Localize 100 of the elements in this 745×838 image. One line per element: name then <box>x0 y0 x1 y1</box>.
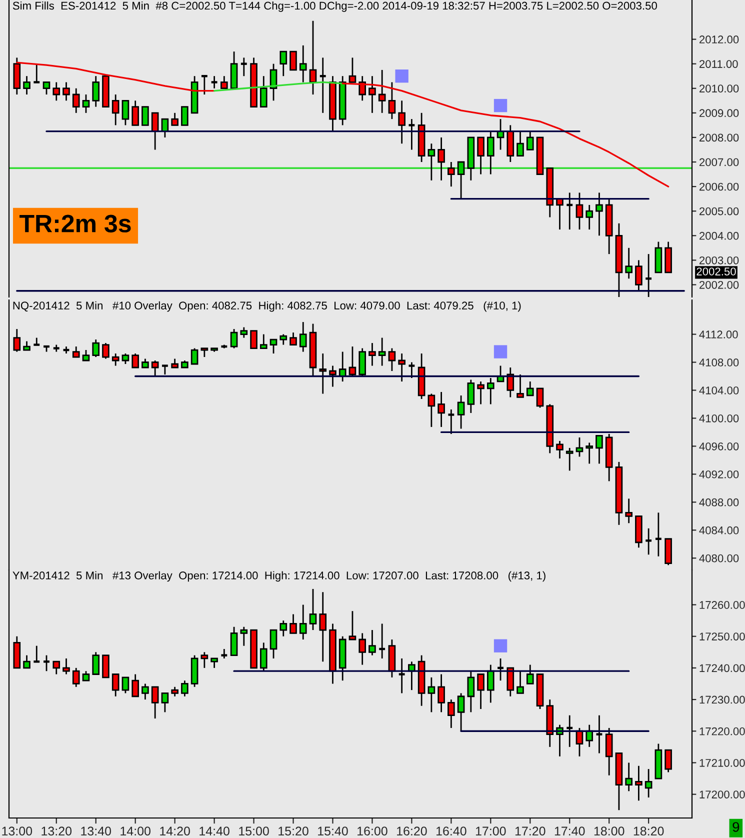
candlestick <box>270 338 278 354</box>
y-tick-label: 2012.00 <box>700 36 739 44</box>
x-tick-label: 16:40 <box>436 826 466 836</box>
candlestick <box>270 629 278 660</box>
candlestick <box>42 654 51 672</box>
candlestick <box>309 588 317 631</box>
candlestick <box>605 727 613 776</box>
y-tick-label: 4088.00 <box>699 498 739 506</box>
candlestick <box>181 680 188 698</box>
candlestick <box>92 651 100 675</box>
y-tick-label: 17230.00 <box>700 696 745 704</box>
candlestick <box>318 56 327 114</box>
candlestick <box>250 330 258 349</box>
candlestick <box>635 259 642 292</box>
candlestick <box>319 352 327 394</box>
candlestick <box>82 349 90 362</box>
candlestick <box>664 749 672 773</box>
candlestick <box>506 366 514 398</box>
candlestick <box>576 436 584 458</box>
candlestick <box>368 342 376 366</box>
y-tick-label: 4112.00 <box>699 330 738 338</box>
y-tick-label: 2007.00 <box>700 158 739 166</box>
candlestick <box>576 192 584 230</box>
candlestick <box>200 74 208 96</box>
candlestick <box>378 337 386 366</box>
candlestick <box>260 75 268 108</box>
candlestick <box>72 88 80 114</box>
candlestick <box>438 391 445 428</box>
candlestick <box>220 648 228 660</box>
y-tick-label: 2006.00 <box>700 182 739 191</box>
candlestick <box>477 136 484 175</box>
candlestick <box>92 338 100 358</box>
x-tick-label: 15:20 <box>278 826 308 836</box>
x-tick-label: 17:40 <box>554 826 585 836</box>
candlestick <box>447 408 456 435</box>
x-tick-label: 14:40 <box>200 826 230 836</box>
candlestick <box>161 692 169 713</box>
candlestick <box>299 604 307 640</box>
candlestick <box>280 620 288 638</box>
y-tick-label: 2004.00 <box>700 232 739 240</box>
candlestick <box>486 130 494 175</box>
candlestick <box>625 762 632 792</box>
candlestick <box>190 348 198 365</box>
candlestick <box>358 348 366 377</box>
x-tick-label: 13:40 <box>81 826 112 836</box>
y-tick-label: 17220.00 <box>700 727 745 736</box>
candlestick <box>122 676 130 694</box>
candlestick <box>280 334 288 346</box>
candlestick <box>92 75 100 108</box>
candlestick <box>13 328 21 352</box>
y-tick-label: 4096.00 <box>699 442 739 450</box>
candlestick <box>448 161 455 188</box>
candlestick <box>438 674 445 713</box>
candlestick <box>428 393 436 428</box>
text: 9 <box>732 822 740 832</box>
candlestick <box>556 440 564 460</box>
y-tick-label: 4092.00 <box>699 470 739 478</box>
candlestick <box>319 591 327 662</box>
candlestick <box>32 645 41 663</box>
y-tick-label: 2003.00 <box>700 256 739 264</box>
x-tick-label: 16:20 <box>397 826 427 836</box>
candlestick <box>280 50 288 77</box>
candlestick <box>112 674 120 698</box>
candlestick <box>82 94 90 114</box>
candlestick <box>467 670 475 713</box>
x-tick-label: 17:20 <box>515 826 546 836</box>
chart-title: NQ-201412 5 Min #10 Overlay Open: 4082.75 High: 4082.75 Low: 4079.00 Last: 4079.25 (#10, 1) <box>13 301 521 312</box>
annotation: TR:2m 3s <box>20 214 131 232</box>
candlestick <box>142 683 149 700</box>
candlestick <box>82 670 90 682</box>
candlestick <box>290 614 297 634</box>
candlestick <box>348 346 356 377</box>
y-tick-label: 17240.00 <box>700 664 745 672</box>
candlestick <box>378 623 386 660</box>
chart-title: Sim Fills ES-201412 5 Min #8 C=2002.50 T=144 Chg=-1.00 DChg=-2.00 2014-09-19 18:32:57 H=2003.75 L=2002.50 O=2003.50 <box>12 1 657 12</box>
candlestick <box>526 664 534 684</box>
candlestick <box>644 768 652 798</box>
chart-title: YM-201412 5 Min #13 Overlay Open: 17214.00 High: 17214.00 Low: 17207.00 Last: 17208.00 (#13, 1) <box>12 571 546 582</box>
x-tick-label: 14:00 <box>120 826 150 836</box>
y-tick-label: 17200.00 <box>700 790 745 798</box>
candlestick <box>428 142 436 182</box>
y-tick-label: 4080.00 <box>699 554 739 562</box>
x-tick-label: 14:20 <box>160 826 190 836</box>
x-tick-label: 13:20 <box>42 826 72 836</box>
y-tick-label: 2005.00 <box>700 207 739 216</box>
candlestick <box>230 626 238 656</box>
candlestick <box>42 82 50 96</box>
candlestick <box>200 651 208 669</box>
candlestick <box>644 528 653 556</box>
candlestick <box>457 161 465 200</box>
candlestick <box>230 328 238 349</box>
y-tick-label: 17250.00 <box>700 632 745 640</box>
candlestick <box>516 374 524 398</box>
text: 2002.50 <box>696 268 736 276</box>
candlestick <box>329 365 336 388</box>
candlestick <box>151 686 159 720</box>
candlestick <box>586 204 594 230</box>
candlestick <box>486 377 494 405</box>
candlestick <box>566 447 574 472</box>
candlestick <box>290 50 297 71</box>
